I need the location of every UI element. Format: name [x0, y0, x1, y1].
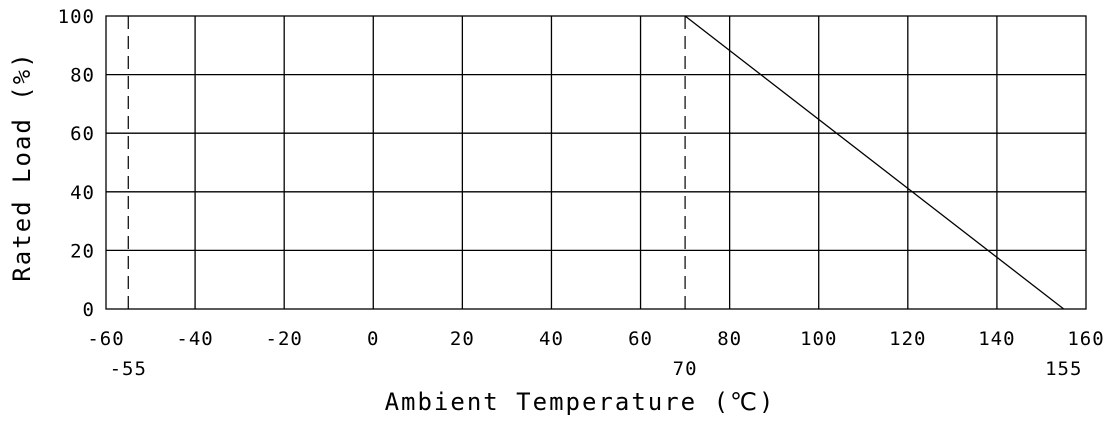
series-group — [684, 15, 1065, 310]
y-tick-label: 80 — [70, 65, 95, 87]
x-tick-label: 40 — [539, 328, 564, 350]
x-tick-label: 60 — [628, 328, 653, 350]
y-tick-label: 100 — [58, 6, 95, 28]
y-axis-label: Rated Load (%) — [8, 51, 36, 281]
plot-frame — [105, 15, 1087, 310]
x-tick-label: -60 — [87, 328, 124, 350]
x-tick-label: -40 — [176, 328, 213, 350]
x-tick-label: 140 — [978, 328, 1015, 350]
x-extra-label: -55 — [110, 358, 147, 380]
x-tick-labels: -60 -40 -20 0 20 40 60 80 100 120 140 160 — [87, 328, 1104, 350]
x-tick-label: 20 — [450, 328, 475, 350]
x-tick-label: 160 — [1067, 328, 1104, 350]
x-axis-label: Ambient Temperature (℃) — [385, 388, 776, 416]
y-tick-labels: 0 20 40 60 80 100 — [58, 6, 95, 321]
x-extra-labels: -55 70 155 — [110, 358, 1082, 380]
x-tick-label: -20 — [266, 328, 303, 350]
x-tick-label: 120 — [889, 328, 926, 350]
y-tick-label: 40 — [70, 182, 95, 204]
x-extra-label: 70 — [673, 358, 698, 380]
y-tick-label: 0 — [83, 299, 95, 321]
x-tick-label: 100 — [800, 328, 837, 350]
x-tick-label: 0 — [367, 328, 379, 350]
y-tick-label: 20 — [70, 240, 95, 262]
series-line — [684, 15, 1065, 310]
grid — [106, 16, 1086, 309]
x-tick-label: 80 — [717, 328, 742, 350]
x-extra-label: 155 — [1045, 358, 1082, 380]
y-tick-label: 60 — [70, 123, 95, 145]
dashed-reference-lines — [127, 16, 686, 309]
